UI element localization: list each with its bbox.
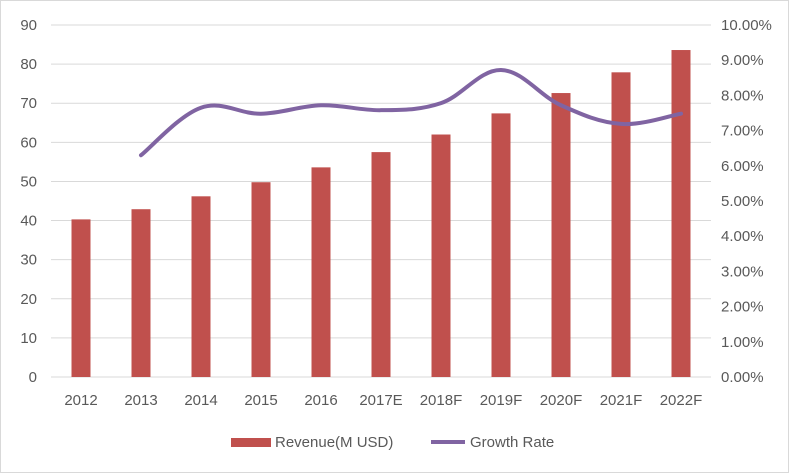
right-axis-ticks: 0.00% 1.00% 2.00% 3.00% 4.00% 5.00% 6.00% 7.00%… [721,17,772,386]
legend-label-growth: Growth Rate [470,434,554,451]
revenue-bars [71,50,691,377]
x-axis-tick-label: 2012 [64,392,97,409]
growth-line-layer [139,68,683,158]
x-axis-tick-label: 2022F [660,392,703,409]
left-axis-tick-label: 40 [20,213,37,230]
revenue-bar [671,50,691,377]
revenue-bar [191,196,211,377]
right-axis-tick-label: 4.00% [721,228,764,245]
right-axis-tick-label: 1.00% [721,334,764,351]
revenue-bar [131,209,151,377]
x-axis-ticks: 2012 2013 2014 2015 2016 2017E 2018F 2019F 2020F… [64,392,702,409]
left-axis-tick-label: 80 [20,56,37,73]
legend-swatch-revenue [231,438,271,447]
left-axis-tick-label: 90 [20,17,37,34]
revenue-bar [371,152,391,377]
left-axis-tick-label: 0 [29,369,37,386]
x-axis-tick-label: 2014 [184,392,217,409]
x-axis-tick-label: 2020F [540,392,583,409]
left-axis-ticks: 0 10 20 30 40 50 60 70 80 90 [20,17,37,386]
left-axis-tick-label: 30 [20,252,37,269]
right-axis-tick-label: 6.00% [721,158,764,175]
x-axis-tick-label: 2019F [480,392,523,409]
x-axis-tick-label: 2013 [124,392,157,409]
x-axis-tick-label: 2018F [420,392,463,409]
left-axis-tick-label: 20 [20,291,37,308]
revenue-bar [251,182,271,377]
legend-label-revenue: Revenue(M USD) [275,434,393,451]
right-axis-tick-label: 8.00% [721,87,764,104]
x-axis-tick-label: 2017E [359,392,402,409]
x-axis-tick-label: 2015 [244,392,277,409]
revenue-bar [611,72,631,377]
growth-rate-line [139,68,683,158]
revenue-bar [551,93,571,377]
right-axis-tick-label: 0.00% [721,369,764,386]
left-axis-tick-label: 50 [20,173,37,190]
left-axis-tick-label: 70 [20,95,37,112]
revenue-bar [311,167,331,377]
left-axis-tick-label: 60 [20,134,37,151]
right-axis-tick-label: 3.00% [721,263,764,280]
right-axis-tick-label: 2.00% [721,299,764,316]
left-axis-tick-label: 10 [20,330,37,347]
revenue-bar [431,134,451,377]
legend: Revenue(M USD) Growth Rate [231,434,554,451]
revenue-bar [71,219,91,377]
x-axis-tick-label: 2021F [600,392,643,409]
right-axis-tick-label: 9.00% [721,52,764,69]
right-axis-tick-label: 10.00% [721,17,772,34]
x-axis-tick-label: 2016 [304,392,337,409]
right-axis-tick-label: 7.00% [721,123,764,140]
revenue-bar [491,113,511,377]
right-axis-tick-label: 5.00% [721,193,764,210]
